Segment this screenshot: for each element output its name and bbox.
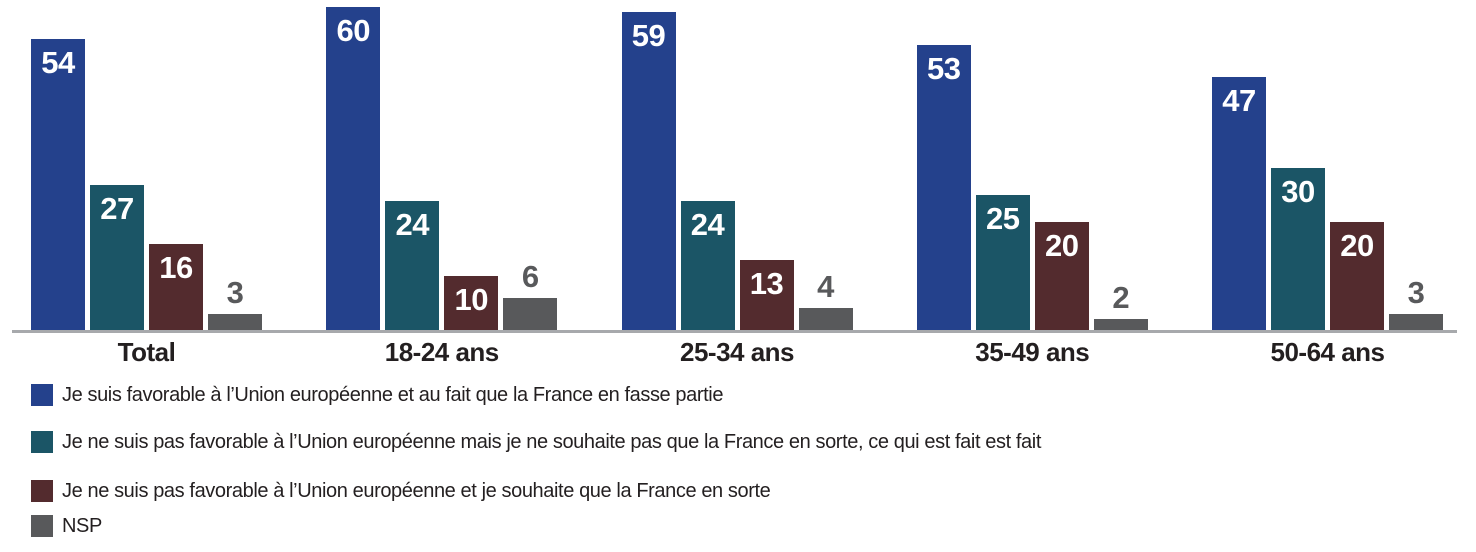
category-label: 50-64 ans (1270, 337, 1385, 367)
bar-value-label: 20 (1045, 228, 1079, 263)
bar: 2 (1093, 282, 1148, 330)
bar: 16 (149, 244, 203, 330)
bar: 4 (798, 271, 853, 330)
bar-value-label: 20 (1340, 228, 1374, 263)
bar: 3 (1389, 277, 1443, 330)
bar: 24 (385, 201, 440, 330)
category-label: 18-24 ans (384, 337, 500, 367)
category-axis: Total 18-24 ans 25-34 ans 35-49 ans 50-64 an… (31, 338, 1443, 367)
bar: 24 (680, 201, 735, 330)
bar-value-label: 4 (817, 269, 834, 304)
legend-item: NSP (31, 515, 1466, 537)
category-label: Total (117, 337, 176, 367)
legend-item: Je ne suis pas favorable à l’Union europ… (31, 431, 1466, 453)
bar-value-label: 27 (100, 191, 134, 226)
bar: 59 (621, 12, 676, 330)
bar-value-label: 47 (1222, 83, 1256, 118)
bar: 53 (916, 45, 971, 330)
bar-value-label: 60 (336, 13, 371, 48)
legend-swatch (31, 515, 53, 537)
bar-value-label: 2 (1112, 280, 1130, 315)
bar: 13 (739, 260, 794, 330)
bar-value-label: 24 (395, 207, 430, 242)
bar-value-label: 53 (927, 51, 961, 86)
bar-group: 60 24 10 6 (326, 0, 558, 330)
bar-value-label: 13 (749, 266, 784, 301)
bar-value-label: 3 (226, 275, 244, 310)
bar-value-label: 10 (454, 282, 489, 317)
bar: 20 (1330, 222, 1384, 330)
bar: 54 (31, 39, 85, 330)
bar: 27 (90, 185, 144, 330)
bar-value-label: 25 (986, 201, 1020, 236)
bar-value-label: 54 (41, 45, 75, 80)
category-label: 25-34 ans (679, 337, 795, 367)
bar: 20 (1034, 222, 1089, 330)
bar-value-label: 30 (1281, 174, 1315, 209)
legend-item: Je suis favorable à l’Union européenne e… (31, 384, 1466, 406)
bar-value-label: 24 (690, 207, 725, 242)
legend-swatch (31, 480, 53, 502)
bar: 25 (975, 195, 1030, 330)
legend-item: Je ne suis pas favorable à l’Union europ… (31, 480, 1466, 502)
bar: 47 (1212, 77, 1266, 330)
bar-group: 59 24 13 4 (621, 0, 853, 330)
legend-label: Je suis favorable à l’Union européenne e… (62, 384, 724, 406)
legend-swatch (31, 431, 53, 453)
bar: 60 (326, 7, 381, 330)
bar-value-label: 59 (631, 18, 666, 53)
chart-legend: Je suis favorable à l’Union européenne e… (31, 384, 1466, 537)
bar-group: 53 25 20 2 (916, 0, 1148, 330)
bar-value-label: 6 (521, 259, 539, 294)
legend-label: Je ne suis pas favorable à l’Union europ… (62, 431, 1041, 453)
bar-group: 47 30 20 3 (1212, 0, 1443, 330)
legend-label: Je ne suis pas favorable à l’Union europ… (62, 480, 771, 502)
bar-group: 54 27 16 3 (31, 0, 262, 330)
bar: 6 (503, 261, 558, 330)
bar: 30 (1271, 168, 1325, 330)
bar: 10 (444, 276, 499, 330)
legend-label: NSP (62, 515, 102, 537)
bar-value-label: 3 (1407, 275, 1425, 310)
legend-swatch (31, 384, 53, 406)
bar-chart-plot: 54 27 16 3 60 24 10 6 59 24 13 4 53 25 20 2 47 30 20 3 (31, 0, 1443, 330)
category-label: 35-49 ans (975, 337, 1090, 367)
x-axis-line (12, 330, 1457, 333)
bar-value-label: 16 (159, 250, 193, 285)
bar: 3 (208, 277, 262, 330)
